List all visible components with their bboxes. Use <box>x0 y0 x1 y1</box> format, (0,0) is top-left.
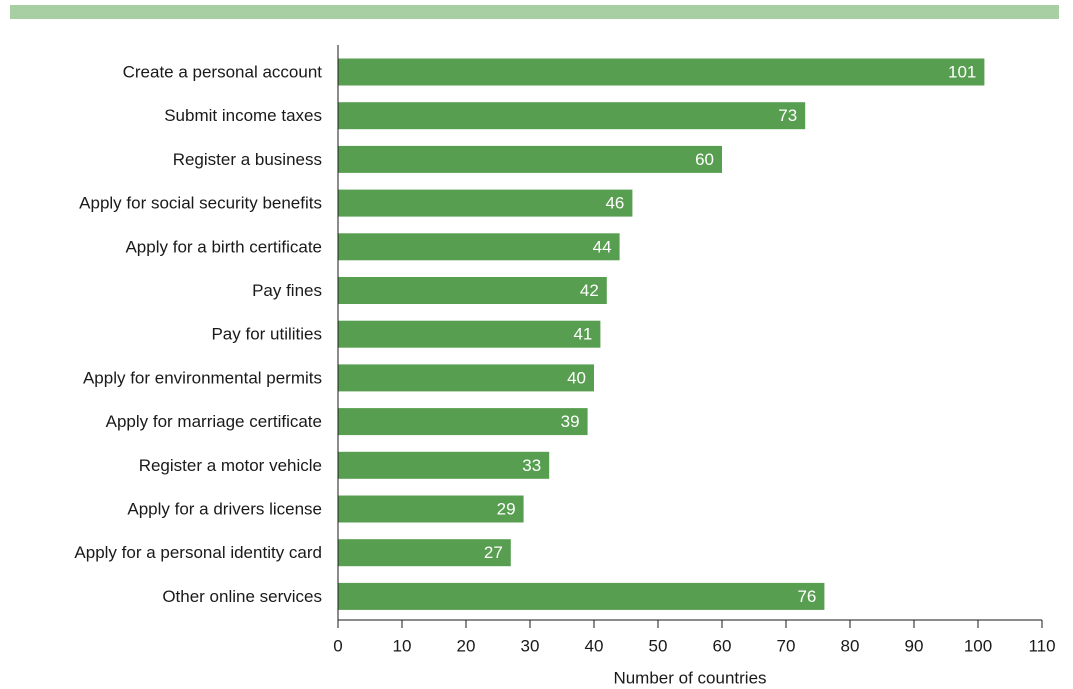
bar-4 <box>338 189 633 217</box>
category-label: Apply for marriage certificate <box>106 412 322 431</box>
x-tick-label: 90 <box>905 637 924 656</box>
category-label: Pay for utilities <box>211 325 322 344</box>
bar-value-label: 46 <box>605 194 624 213</box>
top-color-band <box>10 5 1059 19</box>
x-tick-label: 0 <box>333 637 342 656</box>
x-tick-label: 10 <box>393 637 412 656</box>
x-ticks-layer: 0 10 20 30 40 50 60 70 80 90 100 110 <box>333 620 1056 656</box>
bar-5 <box>338 233 620 261</box>
x-tick-label: 100 <box>964 637 992 656</box>
category-label: Apply for a drivers license <box>127 500 322 519</box>
category-label: Other online services <box>162 587 322 606</box>
bar-11 <box>338 495 524 523</box>
x-tick-label: 30 <box>521 637 540 656</box>
category-label: Apply for a birth certificate <box>125 237 322 256</box>
bar-value-label: 33 <box>522 456 541 475</box>
bar-value-label: 101 <box>948 63 976 82</box>
value-labels-layer: 101 73 60 46 44 42 41 40 39 33 29 27 76 <box>484 63 977 606</box>
category-label: Pay fines <box>252 281 322 300</box>
bar-value-label: 40 <box>567 368 586 387</box>
bar-value-label: 73 <box>778 106 797 125</box>
bar-1 <box>338 58 985 86</box>
category-label: Apply for a personal identity card <box>74 543 322 562</box>
bar-13 <box>338 582 825 610</box>
x-tick-label: 60 <box>713 637 732 656</box>
x-axis-title: Number of countries <box>613 669 766 688</box>
category-label: Register a business <box>173 150 322 169</box>
x-tick-label: 20 <box>457 637 476 656</box>
x-tick-label: 70 <box>777 637 796 656</box>
bar-value-label: 39 <box>561 412 580 431</box>
bar-value-label: 27 <box>484 543 503 562</box>
bar-7 <box>338 320 601 348</box>
category-label: Register a motor vehicle <box>139 456 322 475</box>
category-label: Submit income taxes <box>164 106 322 125</box>
x-tick-label: 80 <box>841 637 860 656</box>
category-label: Apply for environmental permits <box>83 368 322 387</box>
bar-value-label: 76 <box>797 587 816 606</box>
bar-3 <box>338 145 722 173</box>
x-tick-label: 110 <box>1028 637 1055 656</box>
x-tick-label: 50 <box>649 637 668 656</box>
bar-9 <box>338 408 588 436</box>
bar-10 <box>338 451 550 479</box>
x-tick-label: 40 <box>585 637 604 656</box>
bar-6 <box>338 277 607 304</box>
bar-value-label: 44 <box>593 237 612 256</box>
bar-2 <box>338 102 806 130</box>
bar-value-label: 41 <box>573 325 592 344</box>
bar-value-label: 60 <box>695 150 714 169</box>
category-labels-layer: Create a personal account Submit income t… <box>74 63 322 606</box>
bar-value-label: 29 <box>497 500 516 519</box>
category-label: Create a personal account <box>123 63 323 82</box>
category-label: Apply for social security benefits <box>79 194 322 213</box>
bar-value-label: 42 <box>580 281 599 300</box>
bar-8 <box>338 364 594 392</box>
bars-layer <box>338 58 985 610</box>
bar-12 <box>338 539 511 567</box>
